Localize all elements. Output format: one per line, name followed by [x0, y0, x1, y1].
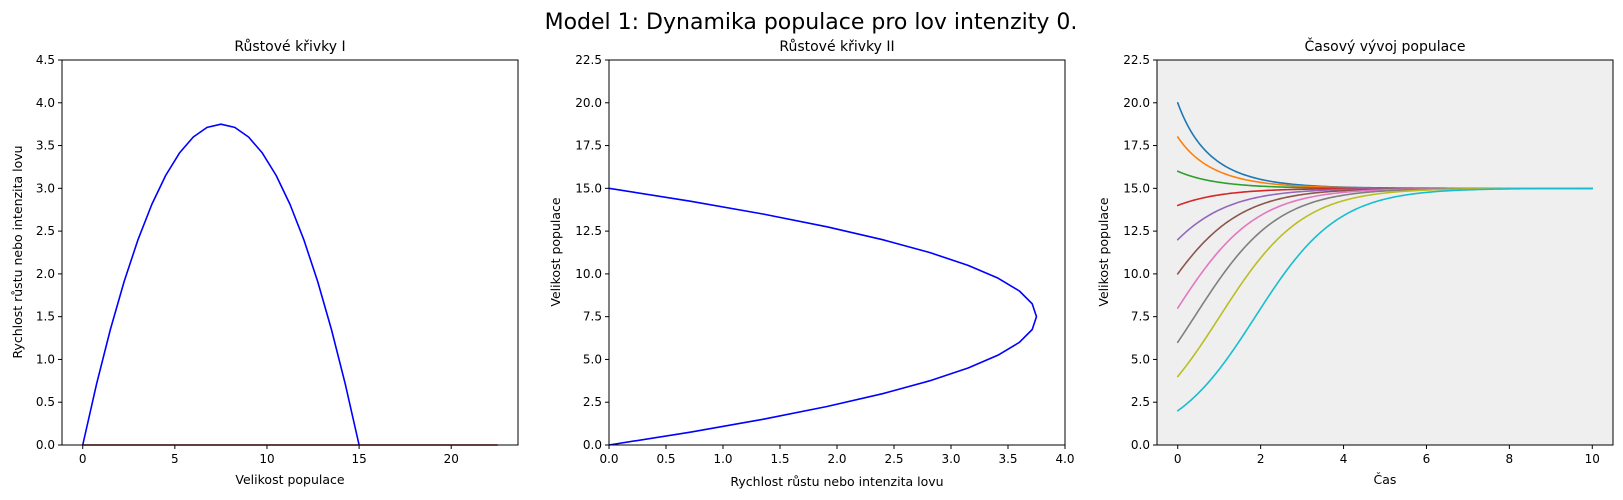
x-tick-label: 2.5 [884, 452, 903, 466]
figure-title: Model 1: Dynamika populace pro lov inten… [545, 10, 1078, 35]
y-tick-label: 7.5 [1131, 310, 1150, 324]
y-tick-label: 0.0 [1131, 438, 1150, 452]
y-tick-label: 4.5 [36, 53, 55, 67]
y-tick-label: 5.0 [1131, 352, 1150, 366]
y-tick-label: 22.5 [575, 53, 602, 67]
chart-panel-1: 0 5 10 15 20 0.0 0.5 1.0 1.5 2.0 2.5 3.0 3.5 4.0 4.5 R… [10, 39, 519, 487]
x-tick-label: 20 [444, 452, 459, 466]
y-tick-label: 3.5 [36, 139, 55, 153]
y-tick-label: 2.5 [583, 395, 602, 409]
y-tick-label: 4.0 [36, 96, 55, 110]
plot-frame [1156, 59, 1614, 446]
x-tick-label: 0.0 [599, 452, 618, 466]
y-tick-label: 2.0 [36, 267, 55, 281]
plot-background [1157, 60, 1613, 445]
series-line [1176, 187, 1594, 412]
series-line [608, 187, 1038, 446]
x-tick-label: 1.5 [770, 452, 789, 466]
y-tick-label: 1.5 [36, 310, 55, 324]
y-tick-label: 2.5 [36, 224, 55, 238]
y-axis-label: Rychlost růstu nebo intenzita lovu [10, 145, 25, 358]
y-tick-label: 3.0 [36, 181, 55, 195]
x-tick-label: 2 [1257, 452, 1265, 466]
x-axis-label: Čas [1374, 472, 1397, 487]
x-axis-label: Velikost populace [235, 472, 344, 487]
x-tick-label: 4.0 [1055, 452, 1074, 466]
chart-panel-2: 0.0 0.5 1.0 1.5 2.0 2.5 3.0 3.5 4.0 0.0 2.5 5.0 7.5 1… [548, 39, 1075, 489]
series-line [81, 123, 360, 446]
y-tick-label: 0.5 [36, 395, 55, 409]
plot-frame [608, 59, 1066, 446]
y-tick-label: 10.0 [575, 267, 602, 281]
x-tick-label: 10 [1585, 452, 1600, 466]
x-tick-label: 8 [1506, 452, 1514, 466]
y-tick-label: 20.0 [1123, 96, 1150, 110]
y-tick-label: 15.0 [575, 181, 602, 195]
x-tick-label: 0 [1174, 452, 1182, 466]
y-axis-label: Velikost populace [1096, 197, 1111, 306]
plot-frame [61, 59, 519, 446]
x-tick-label: 0 [79, 452, 87, 466]
chart-title: Růstové křivky II [779, 39, 894, 55]
y-tick-label: 17.5 [1123, 139, 1150, 153]
x-tick-label: 3.0 [941, 452, 960, 466]
y-tick-label: 0.0 [583, 438, 602, 452]
plot-background [609, 60, 1065, 445]
x-axis-label: Rychlost růstu nebo intenzita lovu [730, 474, 943, 489]
tick-group: 0.0 0.5 1.0 1.5 2.0 2.5 3.0 3.5 4.0 0.0 2.5 5.0 7.5 1… [575, 53, 1074, 466]
x-tick-label: 5 [171, 452, 179, 466]
y-axis-label: Velikost populace [548, 197, 563, 306]
plot-background [62, 60, 518, 445]
chart-title: Časový vývoj populace [1305, 37, 1466, 55]
x-tick-label: 0.5 [656, 452, 675, 466]
tick-group: 0 2 4 6 8 10 0.0 2.5 5.0 7.5 10.0 12.5 15.0 17.5 20.0 2… [1123, 53, 1600, 466]
series-group [608, 187, 1038, 446]
y-tick-label: 0.0 [36, 438, 55, 452]
x-tick-label: 2.0 [827, 452, 846, 466]
y-tick-label: 20.0 [575, 96, 602, 110]
chart-title: Růstové křivky I [234, 39, 345, 55]
y-tick-label: 15.0 [1123, 181, 1150, 195]
y-tick-label: 1.0 [36, 352, 55, 366]
chart-panel-3: 0 2 4 6 8 10 0.0 2.5 5.0 7.5 10.0 12.5 15.0 17.5 20.0 2… [1096, 37, 1614, 487]
y-tick-label: 22.5 [1123, 53, 1150, 67]
x-tick-label: 6 [1423, 452, 1431, 466]
y-tick-label: 2.5 [1131, 395, 1150, 409]
x-tick-label: 4 [1340, 452, 1348, 466]
y-tick-label: 12.5 [1123, 224, 1150, 238]
series-group [1176, 101, 1594, 412]
y-tick-label: 5.0 [583, 352, 602, 366]
tick-group: 0 5 10 15 20 0.0 0.5 1.0 1.5 2.0 2.5 3.0 3.5 4.0 4.5 [36, 53, 459, 466]
y-tick-label: 7.5 [583, 310, 602, 324]
x-tick-label: 10 [259, 452, 274, 466]
x-tick-label: 15 [351, 452, 366, 466]
y-tick-label: 12.5 [575, 224, 602, 238]
x-tick-label: 1.0 [713, 452, 732, 466]
x-tick-label: 3.5 [998, 452, 1017, 466]
y-tick-label: 10.0 [1123, 267, 1150, 281]
y-tick-label: 17.5 [575, 139, 602, 153]
